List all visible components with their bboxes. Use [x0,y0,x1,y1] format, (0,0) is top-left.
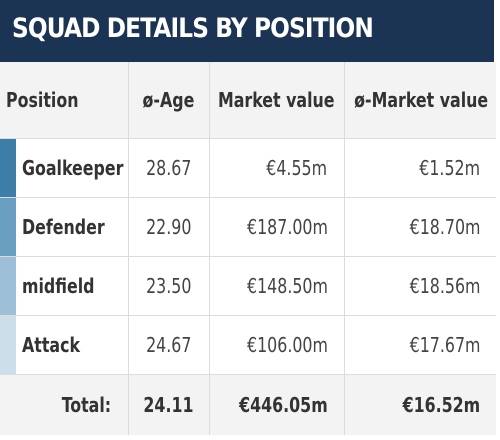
market-value-cell: €148.50m [209,256,345,316]
column-header-avg-market-value[interactable]: ø-Market value [344,62,496,139]
avg-age-cell: 22.90 [128,197,210,257]
total-avg-age-cell: 24.11 [128,374,210,435]
avg-age-value: 24.67 [145,333,192,357]
total-label: Total: [62,393,112,417]
market-value-cell: €4.55m [209,138,345,198]
total-avg-market-value-cell: €16.52m [344,374,496,435]
avg-age-value: 23.50 [145,274,192,298]
table-row: midfield 23.50 €148.50m €18.56m [0,256,496,316]
table-row: Attack 24.67 €106.00m €17.67m [0,315,496,375]
column-header-label: Position [6,88,79,112]
position-color-bar [0,139,16,197]
total-avg-market-value: €16.52m [402,393,480,417]
column-header-label: Market value [218,88,335,112]
widget-header: SQUAD DETAILS BY POSITION [0,0,494,62]
total-market-value: €446.05m [238,393,328,417]
avg-market-value-cell: €17.67m [344,315,496,375]
market-value: €4.55m [266,156,328,180]
position-color-bar [0,198,16,256]
position-label: Attack [22,333,80,357]
table-row: Defender 22.90 €187.00m €18.70m [0,197,496,257]
position-label: Defender [22,215,105,239]
avg-market-value: €1.52m [419,156,480,180]
position-label: Goalkeeper [22,156,124,180]
total-label-cell: Total: [0,374,129,435]
avg-age-cell: 24.67 [128,315,210,375]
position-cell: midfield [0,256,129,316]
avg-age-value: 28.67 [145,156,192,180]
position-color-bar [0,316,16,374]
avg-market-value-cell: €1.52m [344,138,496,198]
column-header-label: ø-Market value [353,88,488,112]
column-header-position[interactable]: Position [0,62,129,139]
position-label: midfield [22,274,95,298]
avg-market-value-cell: €18.56m [344,256,496,316]
total-avg-age: 24.11 [143,393,194,417]
avg-age-cell: 28.67 [128,138,210,198]
avg-age-cell: 23.50 [128,256,210,316]
squad-table: Position ø-Age Market value ø-Market val… [0,62,496,435]
table-row: Goalkeeper 28.67 €4.55m €1.52m [0,138,496,198]
market-value: €148.50m [246,274,328,298]
avg-market-value: €18.70m [409,215,480,239]
total-market-value-cell: €446.05m [209,374,345,435]
market-value: €106.00m [246,333,328,357]
avg-age-value: 22.90 [145,215,192,239]
avg-market-value-cell: €18.70m [344,197,496,257]
position-cell: Attack [0,315,129,375]
total-row: Total: 24.11 €446.05m €16.52m [0,374,496,435]
column-header-market-value[interactable]: Market value [209,62,345,139]
widget-title: SQUAD DETAILS BY POSITION [12,13,374,44]
market-value: €187.00m [246,215,328,239]
table-body: Goalkeeper 28.67 €4.55m €1.52m Defender … [0,138,496,435]
position-cell: Goalkeeper [0,138,129,198]
position-cell: Defender [0,197,129,257]
position-color-bar [0,257,16,315]
table-header: Position ø-Age Market value ø-Market val… [0,62,496,139]
avg-market-value: €17.67m [409,333,480,357]
market-value-cell: €187.00m [209,197,345,257]
column-header-avg-age[interactable]: ø-Age [128,62,210,139]
column-header-label: ø-Age [142,88,195,112]
avg-market-value: €18.56m [409,274,480,298]
market-value-cell: €106.00m [209,315,345,375]
header-row: Position ø-Age Market value ø-Market val… [0,62,496,139]
